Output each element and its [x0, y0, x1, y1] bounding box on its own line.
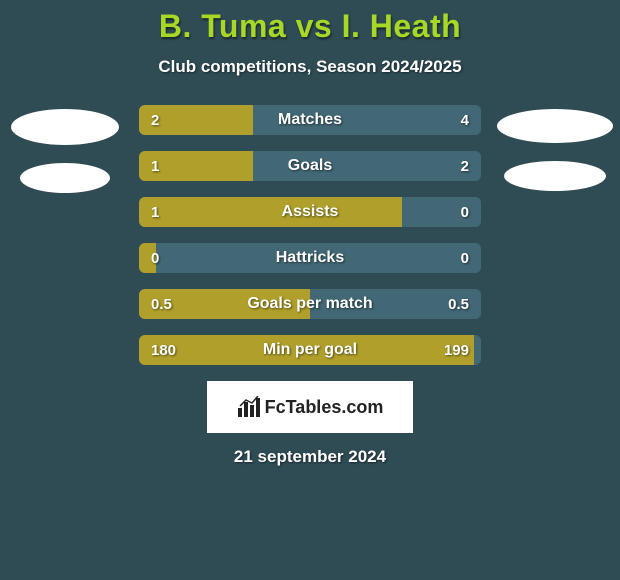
stat-bar-left-segment — [139, 151, 253, 181]
bar-chart-icon — [237, 396, 261, 418]
stat-bar-left-segment — [139, 197, 402, 227]
comparison-card: B. Tuma vs I. Heath Club competitions, S… — [0, 0, 620, 580]
player-avatar-placeholder — [11, 109, 119, 145]
logo-box: FcTables.com — [207, 381, 413, 433]
team-logo-placeholder — [504, 161, 606, 191]
stat-bar-right-segment — [402, 197, 481, 227]
stat-bar: 12Goals — [139, 151, 481, 181]
stat-bar: 10Assists — [139, 197, 481, 227]
stat-bar-right-segment — [253, 105, 481, 135]
stat-bar-left-segment — [139, 289, 310, 319]
chart-zone: 24Matches 12Goals 10Assists 00Hattricks 0.50… — [0, 105, 620, 365]
stat-bar-right-segment — [156, 243, 481, 273]
stat-bar-left-segment — [139, 105, 253, 135]
stat-bar: 180199Min per goal — [139, 335, 481, 365]
stat-bar-right-segment — [474, 335, 481, 365]
stat-bar-left-segment — [139, 243, 156, 273]
fctables-logo: FcTables.com — [237, 396, 384, 418]
stat-bar-left-segment — [139, 335, 474, 365]
date-text: 21 september 2024 — [0, 447, 620, 467]
stat-bar: 24Matches — [139, 105, 481, 135]
subtitle: Club competitions, Season 2024/2025 — [0, 57, 620, 77]
stat-bar-right-segment — [310, 289, 481, 319]
logo-text: FcTables.com — [265, 397, 384, 418]
player-avatar-placeholder — [497, 109, 613, 143]
page-title: B. Tuma vs I. Heath — [0, 8, 620, 45]
stat-bar: 00Hattricks — [139, 243, 481, 273]
stat-bar: 0.50.5Goals per match — [139, 289, 481, 319]
stat-bar-right-segment — [253, 151, 481, 181]
team-logo-placeholder — [20, 163, 110, 193]
left-avatar-column — [0, 105, 130, 211]
stat-bars: 24Matches 12Goals 10Assists 00Hattricks 0.50… — [139, 105, 481, 365]
right-avatar-column — [490, 105, 620, 209]
